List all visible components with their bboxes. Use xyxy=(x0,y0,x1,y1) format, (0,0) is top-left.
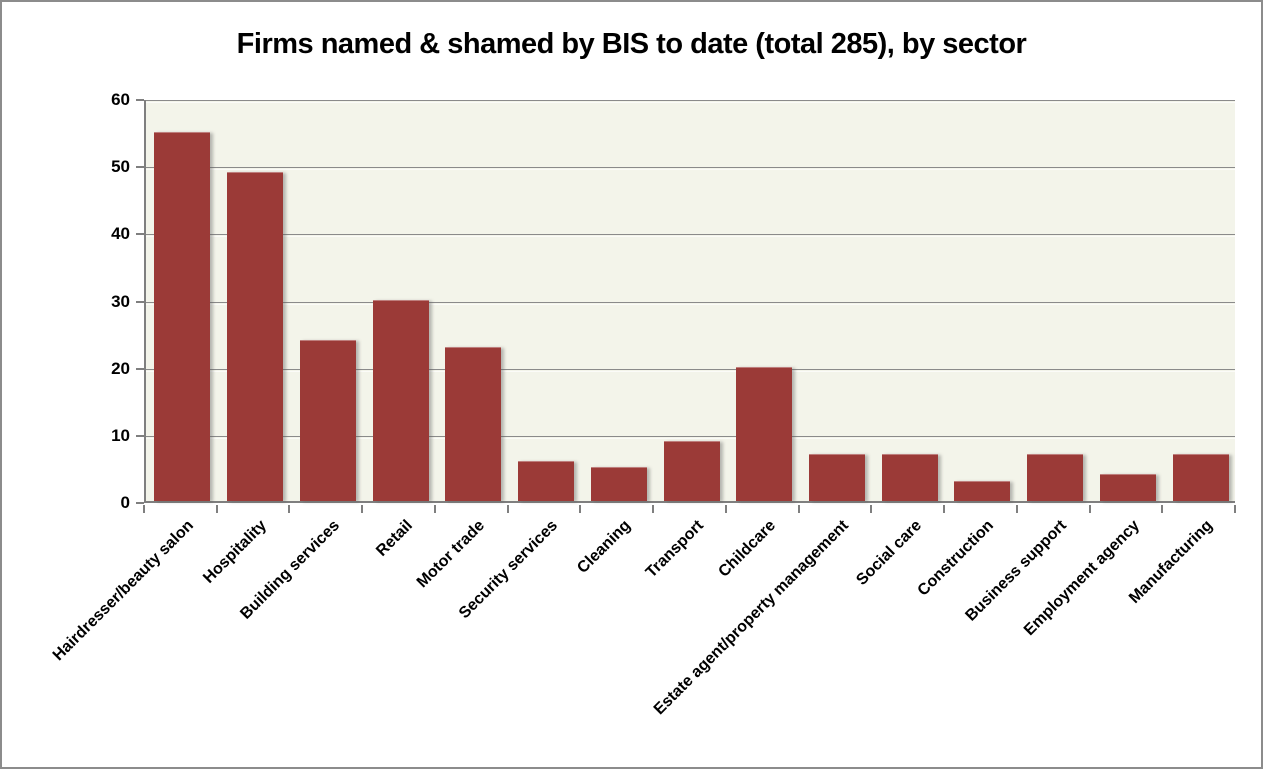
bar-childcare xyxy=(736,366,793,501)
y-axis-tick-30 xyxy=(136,300,144,303)
x-axis-tick-2 xyxy=(288,505,291,513)
bar-construction xyxy=(954,480,1011,501)
bar-hospitality xyxy=(227,171,284,501)
x-axis-tick-11 xyxy=(943,505,946,513)
bar-social-care xyxy=(881,453,938,501)
y-axis-tick-50 xyxy=(136,166,144,169)
gridline-y-20 xyxy=(146,368,1235,371)
bar-estate-agent-property-management xyxy=(808,453,865,501)
y-axis-tick-40 xyxy=(136,233,144,236)
bar-hairdresser-beauty-salon xyxy=(154,131,211,501)
y-axis-tick-label-10: 10 xyxy=(111,425,130,445)
bar-employment-agency xyxy=(1099,474,1156,501)
bar-retail xyxy=(372,299,429,501)
x-axis-tick-3 xyxy=(361,505,364,513)
x-axis-tick-12 xyxy=(1015,505,1018,513)
y-axis-tick-label-0: 0 xyxy=(120,493,130,512)
gridline-y-30 xyxy=(146,301,1235,304)
y-axis-tick-10 xyxy=(136,434,144,437)
y-axis-tick-0 xyxy=(136,502,144,504)
gridline-y-40 xyxy=(146,234,1235,236)
bar-motor-trade xyxy=(445,346,502,501)
y-axis-tick-20 xyxy=(136,367,144,370)
gridline-y-10 xyxy=(146,435,1235,438)
bar-security-services xyxy=(518,460,575,501)
x-axis-tick-0 xyxy=(143,505,145,513)
x-axis-tick-13 xyxy=(1088,505,1091,513)
x-axis-tick-15 xyxy=(1234,505,1236,513)
y-axis-tick-label-50: 50 xyxy=(111,157,130,177)
x-axis-tick-10 xyxy=(870,505,873,513)
x-axis-tick-9 xyxy=(797,505,800,513)
bar-business-support xyxy=(1027,453,1084,501)
y-axis-tick-label-20: 20 xyxy=(111,358,130,378)
x-axis-tick-6 xyxy=(579,505,582,513)
gridline-y-60 xyxy=(146,100,1235,102)
bar-building-services xyxy=(299,339,356,501)
y-axis-tick-label-60: 60 xyxy=(111,90,130,109)
gridline-y-50 xyxy=(146,167,1235,169)
bar-manufacturing xyxy=(1172,453,1229,501)
x-axis-tick-4 xyxy=(433,505,436,513)
x-axis-label-hairdresser-beauty-salon: Hairdresser/beauty salon xyxy=(50,517,198,665)
y-axis-tick-60 xyxy=(136,99,144,101)
x-axis-tick-8 xyxy=(724,505,727,513)
chart-title: Firms named & shamed by BIS to date (tot… xyxy=(236,28,1027,60)
y-axis-tick-label-30: 30 xyxy=(111,291,130,311)
y-axis-tick-label-40: 40 xyxy=(111,224,130,244)
x-axis-tick-14 xyxy=(1161,505,1164,513)
x-axis-tick-5 xyxy=(506,505,509,513)
x-axis-tick-7 xyxy=(652,505,655,513)
bar-cleaning xyxy=(590,467,647,501)
bar-transport xyxy=(663,440,720,501)
x-axis-tick-1 xyxy=(215,505,218,513)
plot-area xyxy=(144,100,1235,503)
